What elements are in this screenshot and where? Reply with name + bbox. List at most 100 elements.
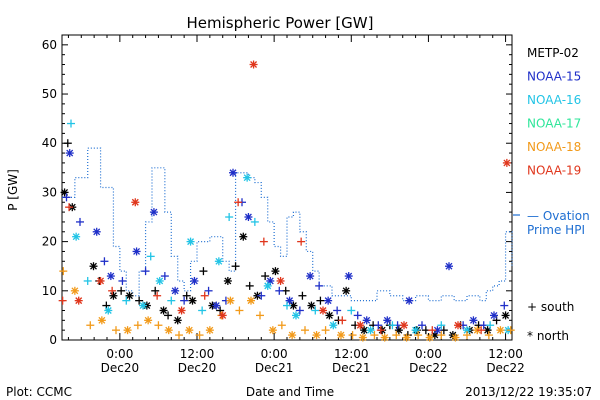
noaa-16-south-point: [250, 217, 259, 226]
y-tick-label: 50: [42, 87, 57, 101]
legend-ovation-line1: — Ovation: [527, 209, 590, 223]
noaa-15-north-point: [433, 326, 442, 335]
point-stroke: [144, 316, 152, 324]
point-stroke: [337, 331, 345, 339]
noaa-15-north-point: [106, 272, 115, 281]
point-stroke: [403, 334, 411, 341]
point-stroke: [72, 233, 80, 241]
noaa-15-north-point: [405, 296, 414, 305]
point-stroke: [502, 311, 510, 319]
point-stroke: [71, 287, 79, 295]
noaa-15-north-point: [229, 168, 237, 177]
point-stroke: [292, 311, 300, 319]
noaa-16-south-point: [146, 252, 155, 261]
noaa-15-south-point: [418, 321, 426, 330]
noaa-15-south-point: [257, 291, 266, 300]
noaa-16-south-point: [167, 296, 176, 305]
legend: METP-02 NOAA-15 NOAA-16 NOAA-17 NOAA-18 NOAA-…: [513, 46, 590, 343]
metp-02-south-point: [199, 267, 208, 276]
noaa-15-south-point: [333, 306, 342, 315]
noaa-15-north-point: [324, 296, 333, 305]
point-stroke: [356, 321, 364, 329]
noaa-19-north-point: [177, 306, 186, 315]
point-stroke: [289, 302, 297, 310]
noaa-16-north-point: [366, 326, 375, 335]
noaa-19-south-point: [58, 296, 67, 305]
point-stroke: [271, 267, 279, 275]
point-stroke: [496, 326, 504, 334]
noaa-18-north-point: [402, 333, 411, 342]
noaa-15-north-point: [362, 316, 371, 325]
noaa-18-south-point: [256, 311, 264, 320]
y-tick-label: 10: [42, 284, 57, 298]
legend-entry-noaa-15: NOAA-15: [527, 70, 581, 84]
point-stroke: [109, 292, 117, 300]
noaa-19-north-point: [454, 321, 462, 330]
point-stroke: [454, 321, 462, 329]
point-stroke: [165, 326, 173, 334]
noaa-19-north-point: [96, 276, 105, 285]
point-stroke: [360, 326, 368, 334]
point-stroke: [126, 292, 133, 300]
noaa-16-north-point: [186, 237, 195, 246]
noaa-15-north-point: [92, 227, 101, 236]
x-tick-date-label: Dec21: [332, 361, 371, 375]
point-stroke: [345, 272, 353, 280]
point-stroke: [307, 302, 315, 310]
noaa-15-south-point: [500, 301, 509, 310]
metp-02-south-point: [316, 296, 325, 305]
noaa-16-south-point: [225, 213, 234, 222]
legend-ovation-line2: Prime HPI: [527, 223, 585, 237]
noaa-16-north-point: [329, 321, 338, 330]
y-tick-label: 0: [49, 333, 57, 347]
metp-02-south-point: [135, 296, 144, 305]
metp-02-north-point: [289, 301, 298, 310]
point-stroke: [133, 247, 141, 255]
noaa-18-north-point: [70, 286, 79, 295]
noaa-15-south-point: [204, 286, 213, 295]
noaa-18-north-point: [425, 333, 434, 342]
metp-02-south-point: [245, 281, 254, 290]
metp-02-south-point: [261, 272, 270, 281]
point-stroke: [342, 287, 350, 295]
point-stroke: [178, 307, 186, 314]
noaa-16-south-point: [283, 301, 291, 310]
point-stroke: [247, 297, 255, 305]
metp-02-north-point: [271, 267, 280, 276]
noaa-16-north-point: [411, 326, 420, 335]
point-stroke: [104, 307, 112, 314]
point-stroke: [363, 316, 371, 324]
noaa-16-south-point: [437, 321, 446, 330]
point-stroke: [359, 334, 367, 341]
noaa-18-south-point: [506, 326, 515, 335]
point-stroke: [93, 228, 101, 236]
legend-entry-noaa-16: NOAA-16: [527, 93, 581, 107]
noaa-16-south-point: [67, 119, 75, 128]
point-stroke: [324, 297, 332, 305]
noaa-15-south-point: [295, 306, 304, 315]
point-stroke: [383, 316, 391, 324]
point-stroke: [150, 208, 158, 216]
noaa-15-south-point: [62, 193, 71, 202]
noaa-18-south-point: [133, 321, 142, 330]
point-stroke: [244, 213, 252, 221]
point-stroke: [189, 297, 196, 305]
point-stroke: [381, 334, 389, 341]
noaa-19-north-point: [502, 158, 511, 167]
noaa-16-north-point: [214, 257, 223, 266]
legend-entry-metp-02: METP-02: [527, 46, 579, 60]
metp-02-north-point: [125, 291, 134, 300]
noaa-19-north-point: [218, 311, 227, 320]
noaa-19-north-point: [74, 296, 83, 305]
point-stroke: [412, 326, 420, 334]
noaa-18-north-point: [358, 333, 367, 342]
point-stroke: [90, 262, 97, 270]
noaa-19-north-point: [276, 276, 285, 285]
noaa-16-south-point: [311, 306, 320, 315]
point-stroke: [405, 297, 413, 305]
noaa-19-south-point: [108, 286, 117, 295]
point-stroke: [433, 326, 441, 334]
noaa-15-north-point: [132, 247, 141, 256]
noaa-16-north-point: [155, 276, 164, 285]
point-stroke: [269, 326, 277, 334]
